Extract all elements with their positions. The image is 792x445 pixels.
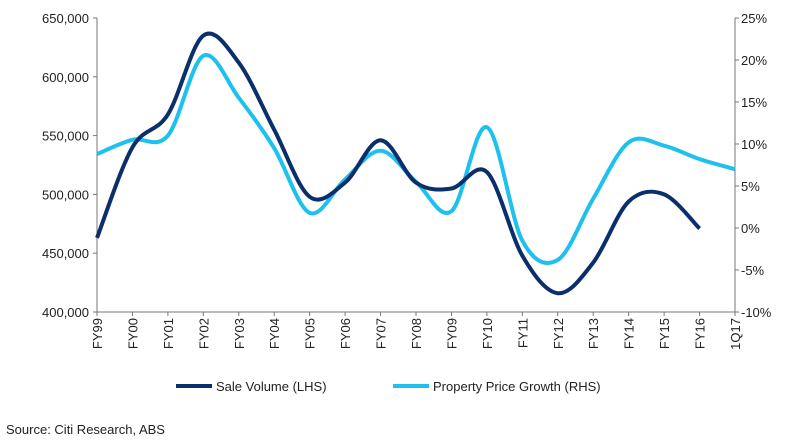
right-tick-label: 0% xyxy=(741,221,760,236)
left-tick-label: 600,000 xyxy=(42,70,89,85)
x-tick-label: FY14 xyxy=(622,318,637,349)
x-tick-label: FY00 xyxy=(125,318,140,349)
x-tick-label: FY08 xyxy=(409,318,424,349)
right-tick-label: -5% xyxy=(741,263,765,278)
x-tick-label: FY05 xyxy=(303,318,318,349)
x-tick-label: FY15 xyxy=(657,318,672,349)
right-axis: -10% -5% 0% 5% 10% 15% 20% 25% xyxy=(735,11,772,320)
series-line-sale-volume xyxy=(95,31,702,296)
right-tick-label: 10% xyxy=(741,137,767,152)
left-axis: 400,000 450,000 500,000 550,000 600,000 650,0… xyxy=(42,11,97,320)
source-note: Source: Citi Research, ABS xyxy=(6,422,165,437)
left-tick-label: 500,000 xyxy=(42,187,89,202)
series-layer xyxy=(95,31,736,296)
x-tick-label: 1Q17 xyxy=(728,318,743,350)
left-tick-label: 400,000 xyxy=(42,305,89,320)
x-tick-label: FY12 xyxy=(551,318,566,349)
x-tick-label: FY02 xyxy=(196,318,211,349)
x-tick-label: FY13 xyxy=(586,318,601,349)
left-tick-label: 650,000 xyxy=(42,11,89,26)
x-tick-label: FY10 xyxy=(480,318,495,349)
legend-label-sale-volume: Sale Volume (LHS) xyxy=(216,379,327,394)
x-tick-label: FY04 xyxy=(267,318,282,349)
legend: Sale Volume (LHS) Property Price Growth … xyxy=(176,379,601,394)
right-tick-label: -10% xyxy=(741,305,772,320)
x-tick-label: FY06 xyxy=(338,318,353,349)
right-tick-label: 25% xyxy=(741,11,767,26)
left-tick-label: 550,000 xyxy=(42,129,89,144)
x-tick-label: FY01 xyxy=(161,318,176,349)
series-line-property-price-growth xyxy=(96,53,736,265)
right-tick-label: 5% xyxy=(741,179,760,194)
x-tick-label: FY03 xyxy=(232,318,247,349)
right-tick-label: 15% xyxy=(741,95,767,110)
x-tick-label: FY11 xyxy=(515,318,530,348)
left-tick-label: 450,000 xyxy=(42,246,89,261)
x-axis: FY99 FY00 FY01 FY02 FY03 FY04 FY05 FY06 FY07 FY08… xyxy=(90,312,743,350)
x-tick-label: FY16 xyxy=(693,318,708,349)
legend-label-price-growth: Property Price Growth (RHS) xyxy=(433,379,601,394)
x-tick-label: FY09 xyxy=(444,318,459,349)
x-tick-label: FY07 xyxy=(374,318,389,349)
x-tick-label: FY99 xyxy=(90,318,105,349)
right-tick-label: 20% xyxy=(741,53,767,68)
plot-frame xyxy=(96,18,736,313)
